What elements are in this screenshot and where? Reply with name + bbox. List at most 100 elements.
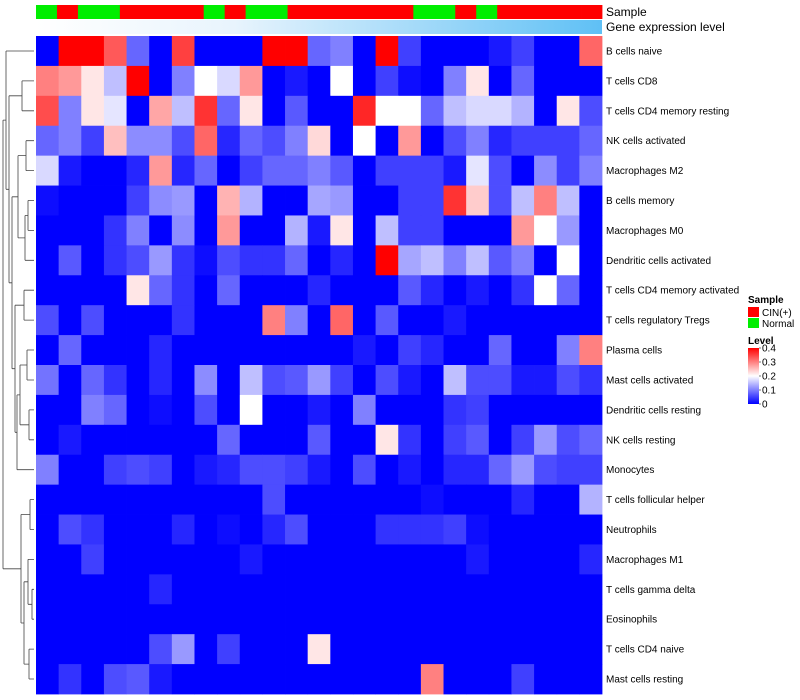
- heatmap-cell: [488, 305, 512, 336]
- heatmap-cell: [217, 394, 241, 426]
- heatmap-cell: [466, 365, 490, 396]
- heatmap-cell: [262, 514, 286, 545]
- heatmap-cell: [579, 275, 603, 306]
- heatmap-cell: [81, 424, 105, 456]
- heatmap-cell: [579, 36, 603, 67]
- heatmap-cell: [126, 95, 150, 127]
- heatmap-cell: [330, 484, 354, 515]
- row-label: Macrophages M1: [606, 555, 684, 566]
- heatmap-cell: [81, 604, 105, 635]
- heatmap-cell: [420, 544, 444, 575]
- heatmap-cell: [171, 125, 195, 157]
- heatmap-cell: [330, 185, 354, 216]
- heatmap-cell: [556, 36, 580, 67]
- heatmap-cell: [443, 215, 467, 246]
- heatmap-cell: [262, 574, 286, 605]
- heatmap-cell: [352, 544, 376, 575]
- row-label: Dendritic cells resting: [606, 405, 701, 416]
- heatmap-cell: [239, 95, 263, 127]
- heatmap-cell: [217, 245, 241, 276]
- heatmap-cell: [511, 215, 535, 246]
- row-label: NK cells resting: [606, 435, 675, 446]
- heatmap-cell: [330, 514, 354, 545]
- sample-annotation-cell: [119, 5, 142, 19]
- heatmap-cell: [443, 424, 467, 456]
- heatmap-cell: [556, 394, 580, 426]
- heatmap-cell: [36, 544, 60, 575]
- heatmap-cell: [239, 215, 263, 246]
- heatmap-cell: [126, 125, 150, 157]
- sample-annotation-cell: [476, 5, 498, 19]
- heatmap-cell: [217, 484, 241, 515]
- heatmap-cell: [81, 125, 105, 157]
- sample-annotation-cell: [245, 5, 267, 19]
- heatmap-cell: [171, 155, 195, 186]
- heatmap-cell: [443, 95, 467, 127]
- heatmap-cell: [443, 155, 467, 186]
- heatmap-cell: [330, 365, 354, 396]
- heatmap-cell: [375, 664, 399, 695]
- heatmap-cell: [488, 125, 512, 157]
- heatmap-cell: [217, 215, 241, 246]
- heatmap-cell: [171, 65, 195, 97]
- heatmap-cell: [534, 365, 558, 396]
- heatmap-cell: [534, 604, 558, 635]
- heatmap-cell: [217, 305, 241, 336]
- heatmap-cell: [488, 65, 512, 97]
- heatmap-cell: [534, 275, 558, 306]
- heatmap-cell: [466, 574, 490, 605]
- heatmap-cell: [466, 95, 490, 127]
- heatmap-cell: [103, 305, 127, 336]
- heatmap-cell: [126, 275, 150, 306]
- heatmap-cell: [58, 454, 82, 486]
- heatmap-cell: [420, 125, 444, 157]
- heatmap-cell: [579, 365, 603, 396]
- sample-annotation-cell: [161, 5, 184, 19]
- heatmap-cell: [58, 424, 82, 456]
- heatmap-cell: [217, 574, 241, 605]
- heatmap-cell: [579, 664, 603, 695]
- heatmap-cell: [420, 275, 444, 306]
- sample-annotation-cell: [140, 5, 163, 19]
- heatmap-cell: [466, 185, 490, 216]
- heatmap-cell: [285, 185, 309, 216]
- heatmap-cell: [330, 634, 354, 665]
- heatmap-cell: [352, 514, 376, 545]
- heatmap-cell: [262, 215, 286, 246]
- heatmap-cell: [534, 574, 558, 605]
- heatmap-cell: [420, 65, 444, 97]
- heatmap-cell: [36, 36, 60, 67]
- heatmap-cell: [420, 155, 444, 186]
- heatmap-cell: [171, 514, 195, 545]
- heatmap-cell: [285, 95, 309, 127]
- heatmap-cell: [126, 215, 150, 246]
- heatmap-cell: [556, 514, 580, 545]
- heatmap-cell: [556, 215, 580, 246]
- heatmap-cell: [420, 36, 444, 67]
- heatmap-cell: [420, 484, 444, 515]
- heatmap-cell: [375, 155, 399, 186]
- sample-annotation-cell: [392, 5, 414, 19]
- heatmap-cell: [420, 215, 444, 246]
- heatmap-cell: [171, 544, 195, 575]
- heatmap-cell: [375, 454, 399, 486]
- heatmap-cell: [307, 215, 331, 246]
- heatmap-cell: [285, 65, 309, 97]
- heatmap-cell: [330, 125, 354, 157]
- heatmap-cell: [556, 634, 580, 665]
- sample-annotation-cell: [287, 5, 309, 19]
- heatmap-cell: [149, 604, 173, 635]
- heatmap-cell: [352, 185, 376, 216]
- heatmap-cell: [262, 185, 286, 216]
- heatmap-cell: [488, 454, 512, 486]
- heatmap-cell: [398, 155, 422, 186]
- heatmap-cell: [488, 95, 512, 127]
- heatmap-cell: [171, 424, 195, 456]
- heatmap-cell: [466, 275, 490, 306]
- heatmap-cell: [443, 544, 467, 575]
- row-labels: B cells naive T cells CD8 T cells CD4 memo…: [606, 46, 739, 685]
- heatmap-cell: [217, 155, 241, 186]
- heatmap-cell: [194, 454, 218, 486]
- heatmap-cell: [330, 65, 354, 97]
- legend-level-colorbar: [748, 348, 759, 404]
